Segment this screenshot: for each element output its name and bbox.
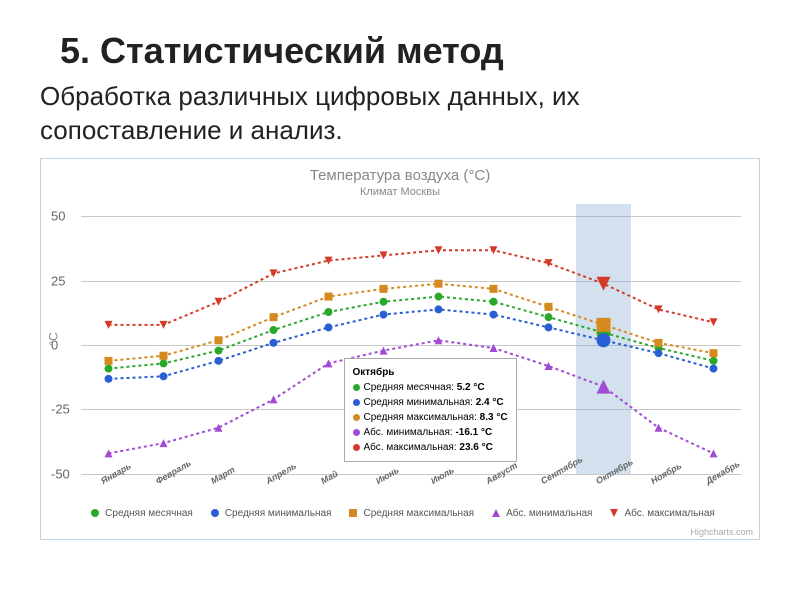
legend-item[interactable]: Средняя максимальная [343,508,474,519]
y-tick: -25 [51,402,70,417]
chart-credits: Highcharts.com [690,527,753,537]
chart-legend: Средняя месячная Средняя минимальная Средн… [41,508,759,523]
chart-title: Температура воздуха (°C) [41,167,759,184]
y-tick: 50 [51,209,65,224]
legend-item[interactable]: Абс. минимальная [486,508,592,519]
y-tick: 0 [51,338,58,353]
legend-item[interactable]: Абс. максимальная [604,508,714,519]
slide-subheading: Обработка различных цифровых данных, их … [40,80,760,148]
chart-tooltip: ОктябрьСредняя месячная: 5.2 °CСредняя м… [344,358,517,462]
y-tick: -50 [51,466,70,481]
x-axis-labels: ЯнварьФевральМартАпрельМайИюньИюльАвгуст… [81,474,741,508]
legend-item[interactable]: Средняя минимальная [205,508,332,519]
heading-text: Статистический метод [100,30,504,71]
legend-item[interactable]: Средняя месячная [85,508,193,519]
chart-plot-area: °C -50-2502550 ОктябрьСредняя месячная: … [81,204,741,474]
y-tick: 25 [51,273,65,288]
chart-subtitle: Климат Москвы [41,186,759,198]
heading-number: 5. [60,30,90,71]
temperature-chart: Температура воздуха (°C) Климат Москвы °… [40,158,760,540]
slide-heading: 5. Статистический метод [60,30,760,72]
